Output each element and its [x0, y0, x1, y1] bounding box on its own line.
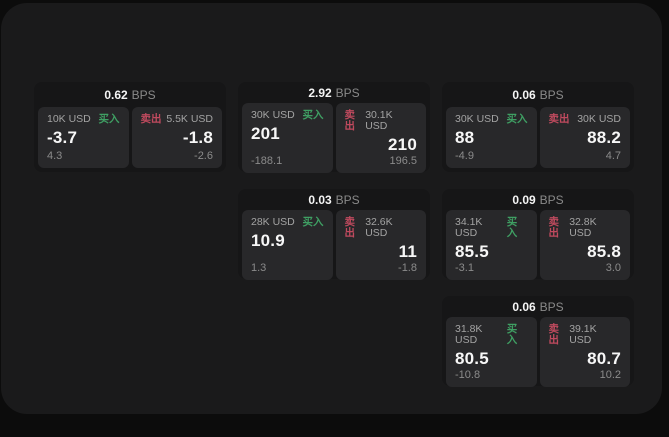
bps-value: 0.09: [512, 193, 536, 207]
price-card-6: 0.06 BPS 31.8K USD 买入 80.5 -10.8 卖出 39.1…: [442, 296, 634, 387]
buy-delta: -3.1: [455, 262, 474, 274]
card-header: 0.09 BPS: [442, 189, 634, 207]
sell-price: 11: [398, 242, 417, 261]
sell-side-label: 卖出: [548, 323, 560, 346]
sell-delta: -1.8: [398, 262, 417, 274]
sell-price: 85.8: [587, 242, 621, 261]
buy-price: -3.7: [47, 128, 78, 147]
buy-price: 88: [455, 128, 475, 147]
buy-delta: -4.9: [455, 150, 474, 162]
buy-tile[interactable]: 31.8K USD 买入 80.5 -10.8: [446, 317, 537, 387]
bps-suffix-label: BPS: [539, 300, 564, 314]
price-card-5: 0.09 BPS 34.1K USD 买入 85.5 -3.1 卖出 32.8K…: [442, 189, 634, 280]
buy-amount: 10K USD: [47, 113, 91, 125]
buy-side-label: 买入: [506, 216, 518, 239]
buy-amount: 31.8K USD: [455, 323, 483, 346]
buy-price: 80.5: [455, 349, 489, 368]
card-header: 0.06 BPS: [442, 82, 634, 104]
bps-value: 2.92: [308, 86, 332, 100]
price-card-1: 0.62 BPS 10K USD 买入 -3.7 4.3 卖出 5.5K USD…: [34, 82, 226, 172]
buy-delta: 4.3: [47, 150, 63, 162]
buy-tile[interactable]: 10K USD 买入 -3.7 4.3: [38, 107, 129, 168]
buy-price: 201: [251, 124, 280, 143]
sell-side-label: 卖出: [548, 113, 570, 125]
card-header: 2.92 BPS: [238, 82, 430, 100]
price-card-2: 2.92 BPS 30K USD 买入 201 -188.1 卖出 30.1K …: [238, 82, 430, 173]
sell-amount: 32.8K USD: [569, 216, 597, 239]
buy-price: 85.5: [455, 242, 489, 261]
sell-side-label: 卖出: [344, 216, 356, 239]
buy-delta: 1.3: [251, 262, 267, 274]
buy-tile[interactable]: 28K USD 买入 10.9 1.3: [242, 210, 333, 280]
sell-tile[interactable]: 卖出 39.1K USD 80.7 10.2: [539, 317, 630, 387]
sell-tile[interactable]: 卖出 5.5K USD -1.8 -2.6: [131, 107, 222, 168]
sell-delta: 4.7: [605, 150, 621, 162]
sell-delta: 3.0: [605, 262, 621, 274]
buy-amount: 28K USD: [251, 216, 295, 228]
bps-value: 0.03: [308, 193, 332, 207]
bps-value: 0.62: [104, 88, 128, 102]
sell-side-label: 卖出: [548, 216, 560, 239]
sell-delta: 10.2: [599, 369, 621, 381]
buy-amount: 30K USD: [455, 113, 499, 125]
buy-side-label: 买入: [302, 109, 324, 121]
sell-price: -1.8: [182, 128, 213, 147]
sell-tile[interactable]: 卖出 32.6K USD 11 -1.8: [335, 210, 426, 280]
sell-amount: 30K USD: [577, 113, 621, 125]
sell-tile[interactable]: 卖出 32.8K USD 85.8 3.0: [539, 210, 630, 280]
bps-suffix-label: BPS: [131, 88, 156, 102]
sell-price: 88.2: [587, 128, 621, 147]
buy-price: 10.9: [251, 231, 285, 250]
buy-delta: -188.1: [251, 155, 283, 167]
price-card-4: 0.03 BPS 28K USD 买入 10.9 1.3 卖出 32.6K US…: [238, 189, 430, 280]
bps-value: 0.06: [512, 300, 536, 314]
sell-amount: 32.6K USD: [365, 216, 393, 239]
bps-suffix-label: BPS: [539, 88, 564, 102]
buy-amount: 34.1K USD: [455, 216, 483, 239]
sell-amount: 39.1K USD: [569, 323, 597, 346]
sell-side-label: 卖出: [344, 109, 356, 132]
card-header: 0.62 BPS: [34, 82, 226, 104]
buy-side-label: 买入: [98, 113, 120, 125]
bps-value: 0.06: [512, 88, 536, 102]
sell-side-label: 卖出: [140, 113, 162, 125]
card-header: 0.03 BPS: [238, 189, 430, 207]
buy-tile[interactable]: 30K USD 买入 201 -188.1: [242, 103, 333, 173]
buy-side-label: 买入: [506, 113, 528, 125]
sell-tile[interactable]: 卖出 30K USD 88.2 4.7: [539, 107, 630, 168]
bps-suffix-label: BPS: [335, 86, 360, 100]
sell-delta: 196.5: [389, 155, 417, 167]
buy-amount: 30K USD: [251, 109, 295, 121]
sell-price: 210: [388, 135, 417, 154]
sell-tile[interactable]: 卖出 30.1K USD 210 196.5: [335, 103, 426, 173]
price-card-3: 0.06 BPS 30K USD 买入 88 -4.9 卖出 30K USD 8…: [442, 82, 634, 172]
buy-side-label: 买入: [506, 323, 518, 346]
buy-side-label: 买入: [302, 216, 324, 228]
sell-amount: 30.1K USD: [365, 109, 393, 132]
bps-suffix-label: BPS: [335, 193, 360, 207]
sell-amount: 5.5K USD: [166, 113, 213, 125]
bps-suffix-label: BPS: [539, 193, 564, 207]
buy-tile[interactable]: 30K USD 买入 88 -4.9: [446, 107, 537, 168]
sell-price: 80.7: [587, 349, 621, 368]
card-header: 0.06 BPS: [442, 296, 634, 314]
buy-delta: -10.8: [455, 369, 481, 381]
sell-delta: -2.6: [194, 150, 213, 162]
buy-tile[interactable]: 34.1K USD 买入 85.5 -3.1: [446, 210, 537, 280]
